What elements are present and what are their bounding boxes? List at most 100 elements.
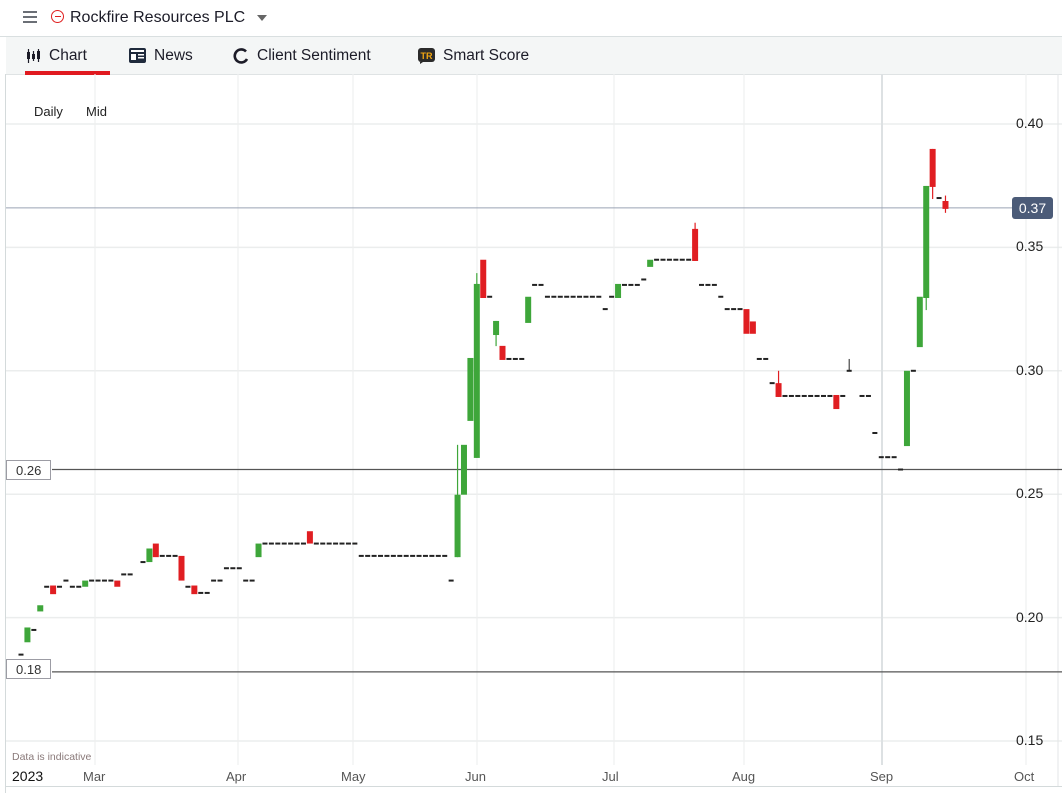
level-label-0.26[interactable]: 0.26 (6, 460, 51, 480)
candle-flat (403, 554, 409, 557)
candle-down (178, 555, 185, 581)
candle-flat (821, 394, 826, 397)
tab-label: News (154, 46, 193, 64)
instrument-title[interactable]: Rockfire Resources PLC (70, 9, 246, 26)
candle-down (942, 201, 949, 209)
candle-flat (281, 542, 287, 545)
chevron-down-icon[interactable] (257, 15, 267, 21)
candle-flat (320, 542, 326, 545)
tipranks-icon: TR (418, 47, 435, 64)
candle-down (929, 148, 936, 187)
candle-flat (275, 542, 281, 545)
candle-flat (814, 394, 820, 397)
instrument-header: Rockfire Resources PLC (0, 0, 1062, 37)
horizontal-levels (6, 207, 1062, 673)
tab-label: Client Sentiment (257, 46, 371, 64)
x-tick-label: Aug (732, 769, 756, 784)
candle-flat (410, 554, 416, 557)
candle-up (255, 543, 262, 558)
candle-flat (230, 567, 236, 570)
candle-flat (435, 554, 441, 557)
candle-flat (512, 357, 518, 360)
candle-flat (333, 542, 339, 545)
tab-news[interactable]: News (129, 37, 193, 74)
candle-flat (108, 579, 114, 582)
current-price-label: 0.37 (1012, 197, 1053, 219)
candle-flat (840, 394, 846, 397)
candle-flat (763, 357, 769, 360)
candle-flat (262, 542, 268, 545)
candle-flat (872, 431, 878, 434)
y-tick-label: 0.40 (1016, 115, 1044, 131)
candle-flat (724, 308, 730, 311)
candle-flat (699, 283, 705, 286)
candle-flat (121, 573, 127, 576)
level-label-0.18[interactable]: 0.18 (6, 659, 51, 679)
candle-up (916, 296, 923, 348)
tab-client-sentiment[interactable]: Client Sentiment (233, 37, 371, 74)
candles (18, 148, 949, 656)
candle-flat (570, 295, 576, 298)
candle-up (473, 283, 480, 458)
candle-up (923, 185, 930, 298)
candle-flat (76, 585, 82, 588)
tab-label: Chart (49, 46, 87, 64)
candle-flat (538, 283, 544, 286)
interval-selector[interactable]: Daily (34, 104, 63, 119)
grid (6, 74, 1062, 786)
candle-flat (378, 554, 384, 557)
x-tick-label: Jul (602, 769, 619, 784)
candle-flat (878, 456, 884, 459)
candle-flat (660, 258, 666, 261)
navigator-border (6, 786, 1062, 787)
candle-flat (731, 308, 737, 311)
candle-flat (358, 554, 364, 557)
candle-flat (686, 258, 692, 261)
candle-flat (326, 542, 332, 545)
candle-flat (397, 554, 403, 557)
candle-flat (577, 295, 583, 298)
candle-flat (602, 308, 608, 311)
candle-flat (429, 554, 435, 557)
candle-flat (506, 357, 512, 360)
candle-down (480, 259, 487, 298)
candle-flat (268, 542, 274, 545)
candle-flat (416, 554, 422, 557)
candle-flat (936, 197, 942, 200)
price-type-selector[interactable]: Mid (86, 104, 107, 119)
tab-chart[interactable]: Chart (25, 37, 110, 75)
candle-flat (18, 653, 24, 656)
candle-flat (249, 579, 255, 582)
candle-up (493, 320, 500, 336)
candle-flat (300, 542, 306, 545)
candle-flat (204, 591, 210, 594)
hamburger-menu-icon[interactable] (23, 11, 37, 23)
candle-flat (487, 295, 493, 298)
x-tick-label: Jun (465, 769, 486, 784)
candle-flat (718, 295, 724, 298)
candle-flat (634, 283, 640, 286)
x-tick-label: Apr (226, 769, 247, 784)
y-tick-label: 0.35 (1016, 238, 1044, 255)
candle-flat (865, 394, 871, 397)
candle-down (692, 228, 699, 261)
candle-flat (544, 295, 550, 298)
candle-down (775, 383, 782, 397)
candle-flat (44, 585, 50, 588)
candle-up (454, 494, 461, 558)
candle-flat (673, 258, 679, 261)
candle-down (833, 394, 840, 410)
candle-flat (223, 567, 229, 570)
y-tick-label: 0.15 (1016, 732, 1044, 748)
candle-flat (166, 554, 172, 557)
candle-flat (859, 394, 865, 397)
candle-flat (769, 382, 775, 385)
candle-flat (551, 295, 557, 298)
candle-flat (898, 468, 904, 471)
candle-flat (345, 542, 351, 545)
tab-smart-score[interactable]: TR Smart Score (418, 37, 529, 74)
candle-flat (313, 542, 319, 545)
candle-flat (628, 283, 634, 286)
candle-flat (532, 283, 538, 286)
